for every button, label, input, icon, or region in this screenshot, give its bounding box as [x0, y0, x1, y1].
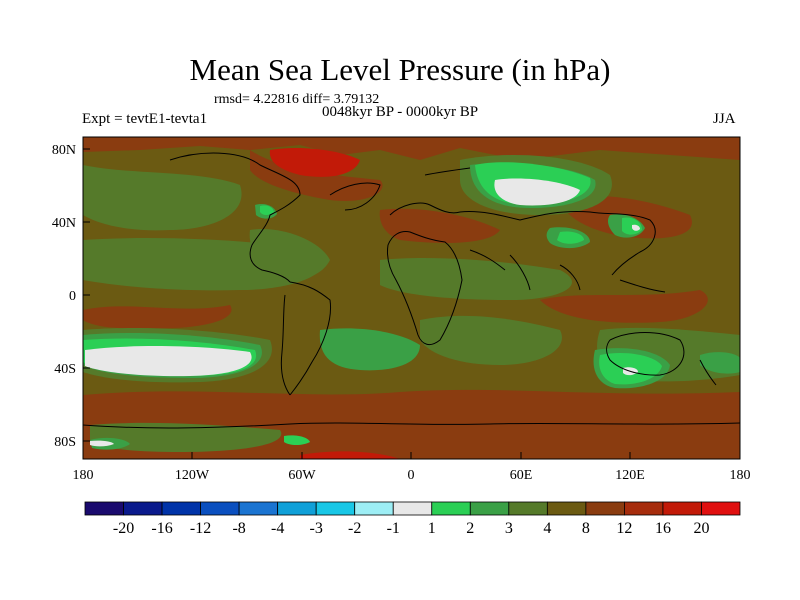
lat-label: 80S — [54, 435, 76, 450]
colorbar-label: 1 — [428, 520, 436, 537]
colorbar-box — [392, 501, 433, 516]
colorbar-label: -16 — [151, 520, 172, 537]
colorbar-box — [546, 501, 587, 516]
map-title: Mean Sea Level Pressure (in hPa) — [189, 52, 611, 87]
colorbar-label: -3 — [310, 520, 323, 537]
colorbar-label: 8 — [582, 520, 590, 537]
strong-positive-regions — [269, 148, 400, 459]
colorbar-box — [585, 501, 625, 516]
colorbar-box — [508, 501, 548, 516]
lon-label: 0 — [408, 468, 415, 483]
colorbar-labels: -20 -16 -12 -8 -4 -3 -2 -1 1 2 3 4 8 12 16 20 — [113, 520, 710, 537]
lon-label: 120W — [175, 468, 210, 483]
colorbar-label: -1 — [387, 520, 400, 537]
colorbar-box — [354, 501, 394, 516]
colorbar-label: -2 — [348, 520, 361, 537]
colorbar-box — [624, 501, 664, 516]
colorbar-label: -8 — [232, 520, 245, 537]
lon-label: 60E — [510, 468, 533, 483]
colorbar-box — [238, 501, 279, 516]
rmsd-diff-stats: rmsd= 4.22816 diff= 3.79132 — [214, 92, 380, 107]
map-plot-area — [83, 137, 740, 459]
colorbar-label: -12 — [190, 520, 211, 537]
coastlines — [83, 152, 740, 429]
moderate-regions — [83, 155, 740, 452]
colorbar-box — [200, 501, 240, 516]
colorbar-box — [277, 501, 317, 516]
colorbar — [84, 501, 741, 516]
colorbar-label: 4 — [543, 520, 551, 537]
colorbar-box — [431, 501, 471, 516]
lon-label: 180 — [73, 468, 94, 483]
lat-label: 0 — [69, 289, 76, 304]
lon-label: 60W — [288, 468, 316, 483]
colorbar-box — [315, 501, 356, 516]
colorbar-label: 12 — [616, 520, 632, 537]
colorbar-box — [161, 501, 201, 516]
colorbar-box — [701, 501, 741, 516]
colorbar-box — [84, 501, 124, 516]
lat-label: 40S — [54, 362, 76, 377]
near-zero-regions — [85, 178, 640, 447]
season-label: JJA — [713, 111, 736, 127]
colorbar-label: -4 — [271, 520, 284, 537]
colorbar-label: 3 — [505, 520, 513, 537]
colorbar-label: 2 — [466, 520, 474, 537]
experiment-label: Expt = tevtE1-tevta1 — [82, 111, 208, 127]
colorbar-label: 20 — [693, 520, 709, 537]
colorbar-label: -20 — [113, 520, 134, 537]
lat-label: 40N — [52, 216, 76, 231]
lon-ticks — [82, 452, 741, 459]
lat-label: 80N — [52, 143, 76, 158]
time-period-label: 0048kyr BP - 0000kyr BP — [322, 104, 479, 120]
colorbar-label: 16 — [655, 520, 671, 537]
colorbar-box — [123, 501, 163, 516]
lat-ticks — [83, 148, 90, 442]
lon-label: 180 — [730, 468, 751, 483]
lon-label: 120E — [615, 468, 645, 483]
colorbar-box — [662, 501, 702, 516]
colorbar-box — [469, 501, 510, 516]
